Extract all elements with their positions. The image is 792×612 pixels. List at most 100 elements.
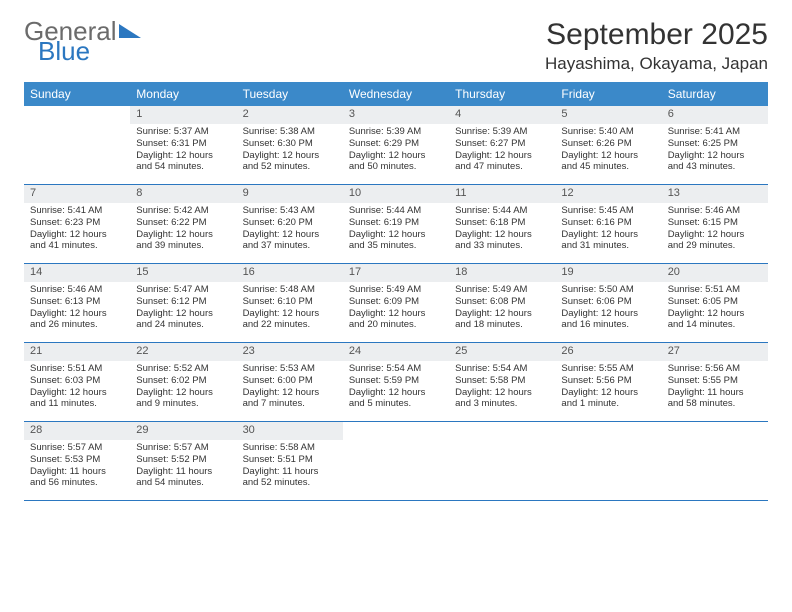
- calendar-cell: 28Sunrise: 5:57 AMSunset: 5:53 PMDayligh…: [24, 422, 130, 500]
- sunrise-line: Sunrise: 5:41 AM: [668, 126, 762, 138]
- calendar-cell: 27Sunrise: 5:56 AMSunset: 5:55 PMDayligh…: [662, 343, 768, 421]
- sunset-line: Sunset: 6:09 PM: [349, 296, 443, 308]
- calendar-cell: 21Sunrise: 5:51 AMSunset: 6:03 PMDayligh…: [24, 343, 130, 421]
- sunset-line: Sunset: 6:13 PM: [30, 296, 124, 308]
- sunset-line: Sunset: 6:00 PM: [243, 375, 337, 387]
- day-number: 26: [555, 343, 661, 361]
- cell-body: Sunrise: 5:51 AMSunset: 6:03 PMDaylight:…: [24, 361, 130, 415]
- daylight-line: Daylight: 12 hours and 16 minutes.: [561, 308, 655, 332]
- daylight-line: Daylight: 11 hours and 54 minutes.: [136, 466, 230, 490]
- daylight-line: Daylight: 12 hours and 7 minutes.: [243, 387, 337, 411]
- calendar-cell: 14Sunrise: 5:46 AMSunset: 6:13 PMDayligh…: [24, 264, 130, 342]
- cell-body: Sunrise: 5:49 AMSunset: 6:09 PMDaylight:…: [343, 282, 449, 336]
- weekday-header-cell: Tuesday: [237, 82, 343, 106]
- cell-body: Sunrise: 5:41 AMSunset: 6:25 PMDaylight:…: [662, 124, 768, 178]
- daylight-line: Daylight: 11 hours and 56 minutes.: [30, 466, 124, 490]
- sunset-line: Sunset: 6:10 PM: [243, 296, 337, 308]
- calendar-week-row: 28Sunrise: 5:57 AMSunset: 5:53 PMDayligh…: [24, 422, 768, 501]
- sunset-line: Sunset: 6:05 PM: [668, 296, 762, 308]
- day-number: 23: [237, 343, 343, 361]
- daylight-line: Daylight: 12 hours and 37 minutes.: [243, 229, 337, 253]
- calendar-cell: 10Sunrise: 5:44 AMSunset: 6:19 PMDayligh…: [343, 185, 449, 263]
- calendar-cell: 30Sunrise: 5:58 AMSunset: 5:51 PMDayligh…: [237, 422, 343, 500]
- sunset-line: Sunset: 6:29 PM: [349, 138, 443, 150]
- daylight-line: Daylight: 12 hours and 43 minutes.: [668, 150, 762, 174]
- sunrise-line: Sunrise: 5:47 AM: [136, 284, 230, 296]
- sunset-line: Sunset: 6:26 PM: [561, 138, 655, 150]
- sunset-line: Sunset: 6:08 PM: [455, 296, 549, 308]
- cell-body: Sunrise: 5:53 AMSunset: 6:00 PMDaylight:…: [237, 361, 343, 415]
- calendar-cell-empty: [662, 422, 768, 500]
- day-number: 24: [343, 343, 449, 361]
- day-number: 2: [237, 106, 343, 124]
- cell-body: Sunrise: 5:37 AMSunset: 6:31 PMDaylight:…: [130, 124, 236, 178]
- calendar-cell: 8Sunrise: 5:42 AMSunset: 6:22 PMDaylight…: [130, 185, 236, 263]
- daylight-line: Daylight: 12 hours and 11 minutes.: [30, 387, 124, 411]
- weekday-header-cell: Sunday: [24, 82, 130, 106]
- sunrise-line: Sunrise: 5:57 AM: [136, 442, 230, 454]
- sunset-line: Sunset: 6:30 PM: [243, 138, 337, 150]
- day-number: 10: [343, 185, 449, 203]
- calendar: SundayMondayTuesdayWednesdayThursdayFrid…: [24, 82, 768, 501]
- calendar-cell-empty: [343, 422, 449, 500]
- calendar-body: 1Sunrise: 5:37 AMSunset: 6:31 PMDaylight…: [24, 106, 768, 501]
- sunset-line: Sunset: 6:31 PM: [136, 138, 230, 150]
- daylight-line: Daylight: 12 hours and 9 minutes.: [136, 387, 230, 411]
- day-number: 20: [662, 264, 768, 282]
- sunset-line: Sunset: 5:58 PM: [455, 375, 549, 387]
- sunrise-line: Sunrise: 5:56 AM: [668, 363, 762, 375]
- weekday-header-cell: Thursday: [449, 82, 555, 106]
- daylight-line: Daylight: 12 hours and 5 minutes.: [349, 387, 443, 411]
- calendar-week-row: 14Sunrise: 5:46 AMSunset: 6:13 PMDayligh…: [24, 264, 768, 343]
- sunset-line: Sunset: 6:27 PM: [455, 138, 549, 150]
- sunrise-line: Sunrise: 5:55 AM: [561, 363, 655, 375]
- calendar-cell: 9Sunrise: 5:43 AMSunset: 6:20 PMDaylight…: [237, 185, 343, 263]
- day-number: 25: [449, 343, 555, 361]
- daylight-line: Daylight: 12 hours and 50 minutes.: [349, 150, 443, 174]
- sunrise-line: Sunrise: 5:46 AM: [30, 284, 124, 296]
- logo: General Blue: [24, 18, 141, 64]
- day-number: 17: [343, 264, 449, 282]
- day-number: 29: [130, 422, 236, 440]
- daylight-line: Daylight: 12 hours and 3 minutes.: [455, 387, 549, 411]
- calendar-cell: 17Sunrise: 5:49 AMSunset: 6:09 PMDayligh…: [343, 264, 449, 342]
- month-title: September 2025: [545, 18, 768, 52]
- calendar-cell: 13Sunrise: 5:46 AMSunset: 6:15 PMDayligh…: [662, 185, 768, 263]
- weekday-header-cell: Monday: [130, 82, 236, 106]
- sunrise-line: Sunrise: 5:49 AM: [349, 284, 443, 296]
- daylight-line: Daylight: 12 hours and 29 minutes.: [668, 229, 762, 253]
- day-number: 30: [237, 422, 343, 440]
- day-number: 13: [662, 185, 768, 203]
- daylight-line: Daylight: 12 hours and 33 minutes.: [455, 229, 549, 253]
- day-number: 11: [449, 185, 555, 203]
- daylight-line: Daylight: 12 hours and 47 minutes.: [455, 150, 549, 174]
- calendar-cell: 29Sunrise: 5:57 AMSunset: 5:52 PMDayligh…: [130, 422, 236, 500]
- calendar-cell: 5Sunrise: 5:40 AMSunset: 6:26 PMDaylight…: [555, 106, 661, 184]
- sunset-line: Sunset: 6:20 PM: [243, 217, 337, 229]
- calendar-cell-empty: [24, 106, 130, 184]
- daylight-line: Daylight: 12 hours and 24 minutes.: [136, 308, 230, 332]
- sunset-line: Sunset: 6:03 PM: [30, 375, 124, 387]
- cell-body: Sunrise: 5:54 AMSunset: 5:59 PMDaylight:…: [343, 361, 449, 415]
- cell-body: Sunrise: 5:58 AMSunset: 5:51 PMDaylight:…: [237, 440, 343, 494]
- day-number: 28: [24, 422, 130, 440]
- sunrise-line: Sunrise: 5:51 AM: [668, 284, 762, 296]
- calendar-cell: 12Sunrise: 5:45 AMSunset: 6:16 PMDayligh…: [555, 185, 661, 263]
- logo-text-blue: Blue: [24, 38, 141, 64]
- day-number: 1: [130, 106, 236, 124]
- calendar-cell: 15Sunrise: 5:47 AMSunset: 6:12 PMDayligh…: [130, 264, 236, 342]
- calendar-cell: 4Sunrise: 5:39 AMSunset: 6:27 PMDaylight…: [449, 106, 555, 184]
- sunrise-line: Sunrise: 5:53 AM: [243, 363, 337, 375]
- cell-body: Sunrise: 5:55 AMSunset: 5:56 PMDaylight:…: [555, 361, 661, 415]
- cell-body: Sunrise: 5:41 AMSunset: 6:23 PMDaylight:…: [24, 203, 130, 257]
- day-number: 18: [449, 264, 555, 282]
- sunset-line: Sunset: 6:16 PM: [561, 217, 655, 229]
- sunset-line: Sunset: 6:12 PM: [136, 296, 230, 308]
- sunset-line: Sunset: 5:59 PM: [349, 375, 443, 387]
- sunrise-line: Sunrise: 5:50 AM: [561, 284, 655, 296]
- calendar-cell-empty: [555, 422, 661, 500]
- sunset-line: Sunset: 6:02 PM: [136, 375, 230, 387]
- calendar-cell: 1Sunrise: 5:37 AMSunset: 6:31 PMDaylight…: [130, 106, 236, 184]
- calendar-cell: 18Sunrise: 5:49 AMSunset: 6:08 PMDayligh…: [449, 264, 555, 342]
- calendar-cell: 20Sunrise: 5:51 AMSunset: 6:05 PMDayligh…: [662, 264, 768, 342]
